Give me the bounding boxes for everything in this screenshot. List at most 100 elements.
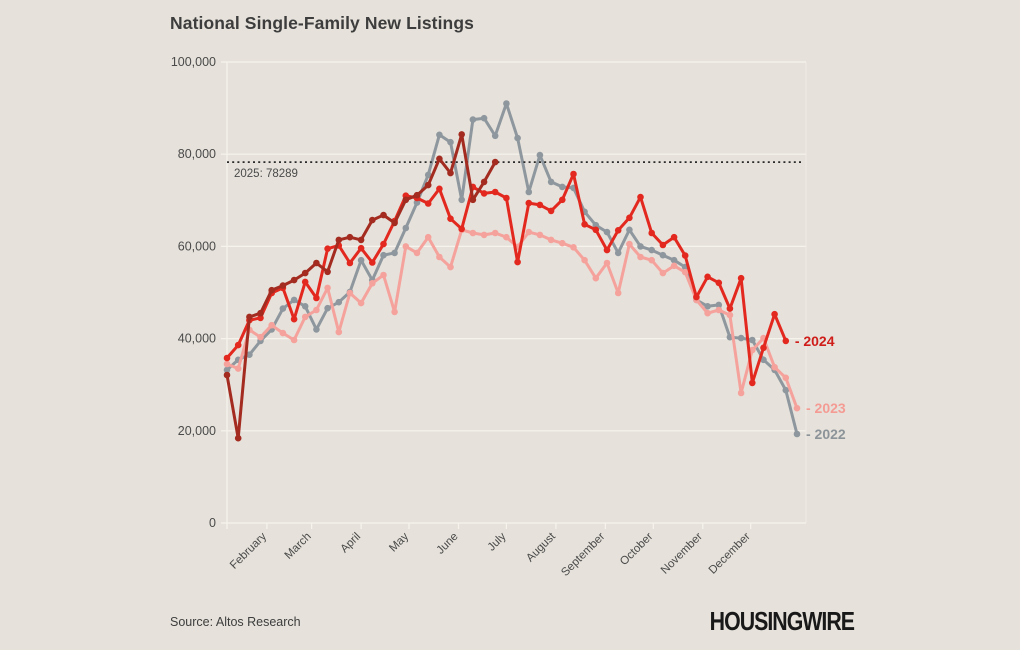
data-point-2023 xyxy=(346,289,354,297)
data-point-2024 xyxy=(760,344,767,352)
data-point-2023 xyxy=(290,336,298,344)
data-point-2023 xyxy=(603,259,611,267)
data-point-2024 xyxy=(346,259,354,267)
data-point-2023 xyxy=(525,228,533,236)
data-point-2025 xyxy=(234,434,242,442)
housingwire-logo: HOUSINGWIRE xyxy=(709,606,855,636)
data-point-2024 xyxy=(313,294,320,302)
chart-title: National Single-Family New Listings xyxy=(170,13,474,33)
data-point-2023 xyxy=(559,239,566,247)
data-point-2025 xyxy=(447,169,454,177)
data-point-2022 xyxy=(614,249,622,257)
data-point-2024 xyxy=(447,215,454,222)
data-point-2022 xyxy=(715,301,723,309)
data-point-2023 xyxy=(335,328,343,336)
data-point-2023 xyxy=(424,233,432,241)
data-point-2024 xyxy=(670,233,678,241)
data-point-2022 xyxy=(503,100,510,107)
data-point-2024 xyxy=(491,188,499,196)
data-point-2023 xyxy=(648,256,655,264)
x-axis-month-label: November xyxy=(659,531,705,577)
data-point-2023 xyxy=(324,284,331,292)
data-point-2023 xyxy=(469,229,477,237)
data-point-2022 xyxy=(413,199,421,206)
data-point-2024 xyxy=(603,246,611,254)
data-point-2024 xyxy=(369,259,376,266)
data-point-2025 xyxy=(357,236,365,244)
data-point-2024 xyxy=(357,244,365,252)
data-point-2022 xyxy=(246,351,253,359)
data-point-2023 xyxy=(234,365,242,372)
data-point-2022 xyxy=(749,336,756,344)
data-point-2022 xyxy=(592,221,600,229)
data-point-2023 xyxy=(279,329,287,337)
data-point-2023 xyxy=(413,249,421,257)
data-point-2024 xyxy=(726,305,734,312)
data-point-2022 xyxy=(391,249,398,257)
data-point-2025 xyxy=(424,181,432,189)
data-point-2024 xyxy=(693,293,700,301)
data-point-2024 xyxy=(771,310,778,318)
data-point-2024 xyxy=(547,207,555,215)
data-point-2024 xyxy=(458,225,466,233)
data-point-2023 xyxy=(268,321,276,329)
data-point-2022 xyxy=(648,246,655,254)
data-point-2022 xyxy=(536,151,544,159)
data-point-2023 xyxy=(726,311,734,319)
data-point-2022 xyxy=(335,298,343,306)
data-point-2024 xyxy=(715,279,723,287)
data-point-2023 xyxy=(447,263,454,271)
x-axis-month-label: June xyxy=(435,531,461,557)
series-line-2023 xyxy=(225,228,799,410)
data-point-2022 xyxy=(447,138,454,146)
data-point-2022 xyxy=(458,196,466,204)
data-point-2022 xyxy=(223,366,231,374)
data-point-2023 xyxy=(547,236,555,244)
legend-label-2023: - 2023 xyxy=(806,400,846,416)
data-point-2023 xyxy=(670,262,678,270)
data-point-2023 xyxy=(313,306,320,314)
data-point-2022 xyxy=(424,171,432,179)
annotation-label: 2025: 78289 xyxy=(234,168,298,180)
data-point-2024 xyxy=(581,221,588,228)
data-point-2024 xyxy=(436,185,443,193)
data-point-2023 xyxy=(436,253,443,261)
data-point-2025 xyxy=(290,276,298,284)
data-point-2022 xyxy=(670,256,678,264)
data-point-2023 xyxy=(659,269,667,277)
x-axis-month-label: May xyxy=(387,530,411,554)
data-point-2024 xyxy=(525,199,533,207)
data-point-2022 xyxy=(357,256,365,264)
legend-label-2022: - 2022 xyxy=(806,426,846,442)
x-axis-month-label: July xyxy=(486,530,509,553)
data-point-2025 xyxy=(335,236,343,244)
data-point-2025 xyxy=(402,196,410,204)
x-axis-month-label: April xyxy=(338,531,363,556)
data-point-2023 xyxy=(391,308,398,316)
data-point-2024 xyxy=(290,315,298,323)
data-point-2022 xyxy=(704,303,711,310)
data-point-2023 xyxy=(737,389,745,397)
data-point-2022 xyxy=(547,178,555,186)
data-point-2024 xyxy=(592,226,600,234)
data-point-2022 xyxy=(491,132,499,140)
data-point-2022 xyxy=(324,304,331,312)
data-point-2024 xyxy=(570,170,577,178)
data-point-2023 xyxy=(536,231,544,239)
data-point-2025 xyxy=(313,259,320,267)
source-credit: Source: Altos Research xyxy=(170,615,301,629)
x-axis-month-label: October xyxy=(618,531,656,569)
data-point-2025 xyxy=(391,219,398,227)
data-point-2023 xyxy=(402,243,410,250)
data-point-2025 xyxy=(369,216,376,224)
data-point-2025 xyxy=(413,191,421,199)
data-point-2022 xyxy=(402,224,410,232)
data-point-2025 xyxy=(380,211,387,219)
data-point-2022 xyxy=(737,334,745,342)
data-point-2023 xyxy=(301,313,309,321)
legend-label-2024: - 2024 xyxy=(795,333,835,349)
data-point-2024 xyxy=(749,379,756,387)
y-axis-tick-label: 0 xyxy=(209,516,216,530)
